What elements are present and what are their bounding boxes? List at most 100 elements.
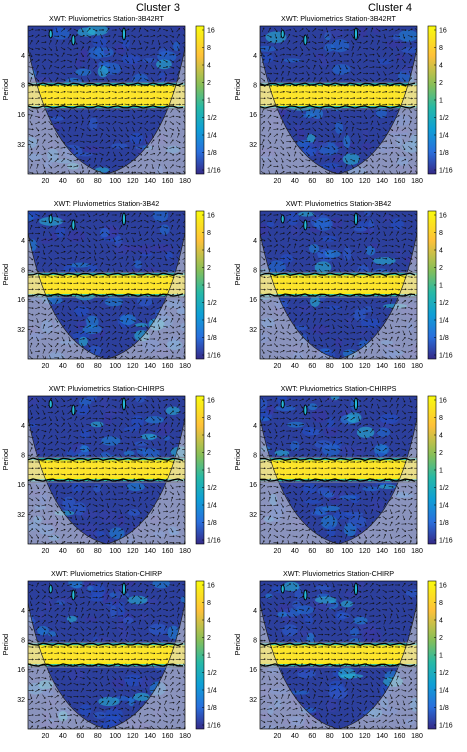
x-tick-label: 80 bbox=[326, 178, 334, 185]
x-tick-label: 120 bbox=[359, 363, 371, 370]
y-axis-label: Period bbox=[1, 449, 10, 471]
x-tick-label: 140 bbox=[144, 178, 156, 185]
panel-title: XWT: Pluviometrics Station-3B42RT bbox=[281, 14, 397, 23]
x-tick-label: 100 bbox=[109, 178, 121, 185]
panel-title: XWT: Pluviometrics Station-CHIRPS bbox=[49, 384, 165, 393]
y-tick-label: 4 bbox=[21, 53, 25, 60]
colorbar-tick-label: 1/4 bbox=[207, 687, 217, 694]
xwt-panel: XWT: Pluviometrics Station-CHIRPS481632P… bbox=[232, 382, 464, 567]
xwt-panel: XWT: Pluviometrics Station-3B42RT481632P… bbox=[0, 12, 232, 197]
colorbar-tick-label: 1/16 bbox=[439, 722, 453, 729]
x-tick-label: 100 bbox=[341, 733, 353, 740]
x-tick-label: 60 bbox=[76, 733, 84, 740]
x-tick-label: 20 bbox=[274, 363, 282, 370]
colorbar-tick-label: 4 bbox=[439, 432, 443, 439]
y-tick-label: 32 bbox=[249, 697, 257, 704]
colorbar-tick-label: 1/4 bbox=[207, 132, 217, 139]
colorbar-tick-label: 1/4 bbox=[439, 317, 449, 324]
colorbar-tick-label: 16 bbox=[439, 27, 447, 34]
x-tick-label: 120 bbox=[127, 733, 139, 740]
y-tick-label: 16 bbox=[249, 482, 257, 489]
colorbar-tick-label: 1 bbox=[207, 97, 211, 104]
x-tick-label: 100 bbox=[341, 178, 353, 185]
x-tick-label: 60 bbox=[76, 363, 84, 370]
x-tick-label: 80 bbox=[94, 363, 102, 370]
y-tick-label: 4 bbox=[21, 423, 25, 430]
x-tick-label: 80 bbox=[94, 733, 102, 740]
x-tick-label: 20 bbox=[274, 548, 282, 555]
y-tick-label: 32 bbox=[249, 327, 257, 334]
colorbar-tick-label: 8 bbox=[207, 45, 211, 52]
colorbar-tick-label: 16 bbox=[207, 212, 215, 219]
panel-title: XWT: Pluviometrics Station-3B42RT bbox=[49, 14, 165, 23]
colorbar-tick-label: 1/4 bbox=[207, 502, 217, 509]
colorbar-tick-label: 1/2 bbox=[207, 670, 217, 677]
x-tick-label: 20 bbox=[274, 178, 282, 185]
colorbar-tick-label: 1/8 bbox=[207, 520, 217, 527]
y-tick-label: 16 bbox=[17, 297, 25, 304]
x-tick-label: 20 bbox=[42, 548, 50, 555]
x-tick-label: 40 bbox=[291, 733, 299, 740]
colorbar-tick-label: 1/2 bbox=[207, 300, 217, 307]
xwt-power-field bbox=[252, 392, 423, 544]
x-tick-label: 100 bbox=[109, 548, 121, 555]
y-tick-label: 16 bbox=[249, 667, 257, 674]
x-tick-label: 100 bbox=[109, 363, 121, 370]
colorbar-tick-label: 1/8 bbox=[207, 705, 217, 712]
colorbar-tick-label: 1/2 bbox=[207, 485, 217, 492]
colorbar-tick-label: 1/16 bbox=[207, 722, 221, 729]
colorbar-tick-label: 16 bbox=[439, 582, 447, 589]
colorbar-tick-label: 2 bbox=[439, 265, 443, 272]
x-tick-label: 60 bbox=[76, 178, 84, 185]
xwt-power-field bbox=[22, 21, 191, 175]
x-tick-label: 140 bbox=[376, 548, 388, 555]
colorbar-tick-label: 8 bbox=[439, 230, 443, 237]
colorbar-tick-label: 16 bbox=[207, 397, 215, 404]
colorbar-tick-label: 1/4 bbox=[439, 502, 449, 509]
y-tick-label: 8 bbox=[21, 83, 25, 90]
colorbar-tick-label: 4 bbox=[207, 432, 211, 439]
colorbar-tick-label: 1/16 bbox=[207, 537, 221, 544]
colorbar-tick-label: 1 bbox=[439, 282, 443, 289]
x-tick-label: 60 bbox=[76, 548, 84, 555]
colorbar-tick-label: 8 bbox=[439, 45, 443, 52]
y-tick-label: 8 bbox=[21, 268, 25, 275]
y-tick-label: 8 bbox=[21, 638, 25, 645]
x-tick-label: 180 bbox=[411, 733, 423, 740]
x-tick-label: 140 bbox=[376, 363, 388, 370]
colorbar-tick-label: 4 bbox=[207, 247, 211, 254]
colorbar-tick-label: 2 bbox=[439, 450, 443, 457]
colorbar-tick-label: 1 bbox=[207, 652, 211, 659]
xwt-power-field bbox=[252, 576, 425, 730]
colorbar-tick-label: 4 bbox=[207, 62, 211, 69]
x-tick-label: 100 bbox=[109, 733, 121, 740]
y-axis-label: Period bbox=[233, 449, 242, 471]
colorbar-tick-label: 1 bbox=[439, 467, 443, 474]
xwt-power-field bbox=[22, 208, 191, 363]
xwt-panel: XWT: Pluviometrics Station-3B42RT481632P… bbox=[232, 12, 464, 197]
xwt-panel: XWT: Pluviometrics Station-CHIRPS481632P… bbox=[0, 382, 232, 567]
panel-title: XWT: Pluviometrics Station-CHIRP bbox=[51, 569, 162, 578]
colorbar-tick-label: 1/8 bbox=[207, 150, 217, 157]
colorbar-tick-label: 1/16 bbox=[439, 537, 453, 544]
colorbar-tick-label: 8 bbox=[207, 600, 211, 607]
y-tick-label: 4 bbox=[21, 608, 25, 615]
x-tick-label: 120 bbox=[359, 733, 371, 740]
y-axis-label: Period bbox=[233, 264, 242, 286]
x-tick-label: 60 bbox=[308, 178, 316, 185]
x-tick-label: 140 bbox=[144, 733, 156, 740]
x-tick-label: 20 bbox=[274, 733, 282, 740]
colorbar-tick-label: 1 bbox=[439, 97, 443, 104]
y-tick-label: 32 bbox=[17, 327, 25, 334]
xwt-power-field bbox=[22, 576, 191, 734]
x-tick-label: 180 bbox=[411, 548, 423, 555]
x-tick-label: 180 bbox=[411, 178, 423, 185]
y-tick-label: 8 bbox=[21, 453, 25, 460]
x-tick-label: 180 bbox=[179, 548, 191, 555]
x-tick-label: 120 bbox=[127, 363, 139, 370]
colorbar-tick-label: 1/2 bbox=[439, 300, 449, 307]
x-tick-label: 40 bbox=[59, 733, 67, 740]
xwt-panel: XWT: Pluviometrics Station-3B42481632Per… bbox=[0, 197, 232, 382]
colorbar-tick-label: 8 bbox=[439, 415, 443, 422]
panel-title: XWT: Pluviometrics Station-CHIRP bbox=[283, 569, 394, 578]
